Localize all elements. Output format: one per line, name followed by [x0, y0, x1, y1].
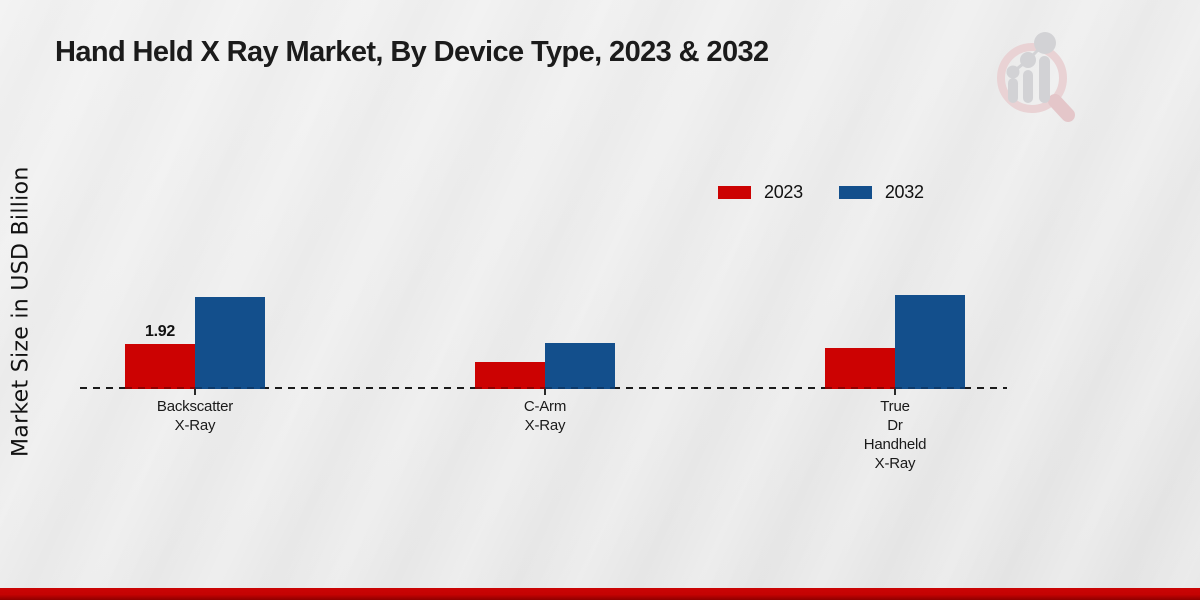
- bar-value-label: 1.92: [145, 323, 175, 340]
- footer-red-band: [0, 588, 1200, 600]
- category-label-2: True Dr Handheld X-Ray: [795, 397, 995, 473]
- legend-swatch-2032: [838, 185, 872, 199]
- category-label-line: Backscatter: [156, 398, 234, 415]
- bar-baseline-dash-2032-1: [545, 387, 615, 389]
- bar-2023-0: [125, 344, 195, 389]
- category-label-line: True: [880, 398, 910, 415]
- x-axis-tick-0: [194, 389, 196, 395]
- logo-bar-mid: [1023, 70, 1033, 103]
- category-label-1: C-Arm X-Ray: [445, 397, 645, 435]
- legend-label: 2032: [884, 181, 924, 202]
- legend-swatch-2023: [718, 185, 751, 199]
- logo-dot-big: [1034, 32, 1056, 54]
- logo-dot-small: [1006, 65, 1020, 79]
- bar-baseline-dash-2023-0: [125, 387, 195, 389]
- category-label-line: X-Ray: [524, 417, 566, 434]
- market-research-magnifier-chart-logo-icon: [997, 32, 1075, 122]
- bar-baseline-dash-2023-2: [825, 387, 895, 389]
- bar-baseline-dash-2032-2: [895, 387, 965, 389]
- logo-dot-mid: [1020, 52, 1036, 68]
- logo-bar-tall: [1039, 56, 1050, 103]
- legend-label: 2023: [764, 181, 803, 202]
- bar-baseline-dash-2023-1: [475, 387, 545, 389]
- category-label-line: C-Arm: [523, 398, 567, 415]
- category-label-line: X-Ray: [874, 455, 916, 472]
- logo-ring: [997, 43, 1067, 113]
- legend: 2023 2032: [718, 181, 924, 203]
- x-axis-tick-2: [894, 389, 896, 395]
- chart-title: Hand Held X Ray Market, By Device Type, …: [55, 36, 769, 68]
- bar-2023-1: [475, 362, 545, 389]
- bar-2032-2: [895, 295, 965, 389]
- logo-bar-small: [1008, 78, 1018, 103]
- logo-handle: [1048, 94, 1075, 122]
- category-label-line: X-Ray: [174, 417, 216, 434]
- category-label-line: Handheld: [863, 436, 927, 453]
- category-label-line: Dr: [887, 417, 903, 434]
- bar-2023-2: [825, 348, 895, 389]
- bar-2032-0: [195, 297, 265, 389]
- legend-item-2023: 2023: [718, 182, 803, 203]
- legend-item-2032: 2032: [838, 181, 924, 203]
- bar-2032-1: [545, 343, 615, 389]
- category-label-0: Backscatter X-Ray: [95, 397, 295, 435]
- x-axis-tick-1: [544, 389, 546, 395]
- bar-baseline-dash-2032-0: [195, 387, 265, 389]
